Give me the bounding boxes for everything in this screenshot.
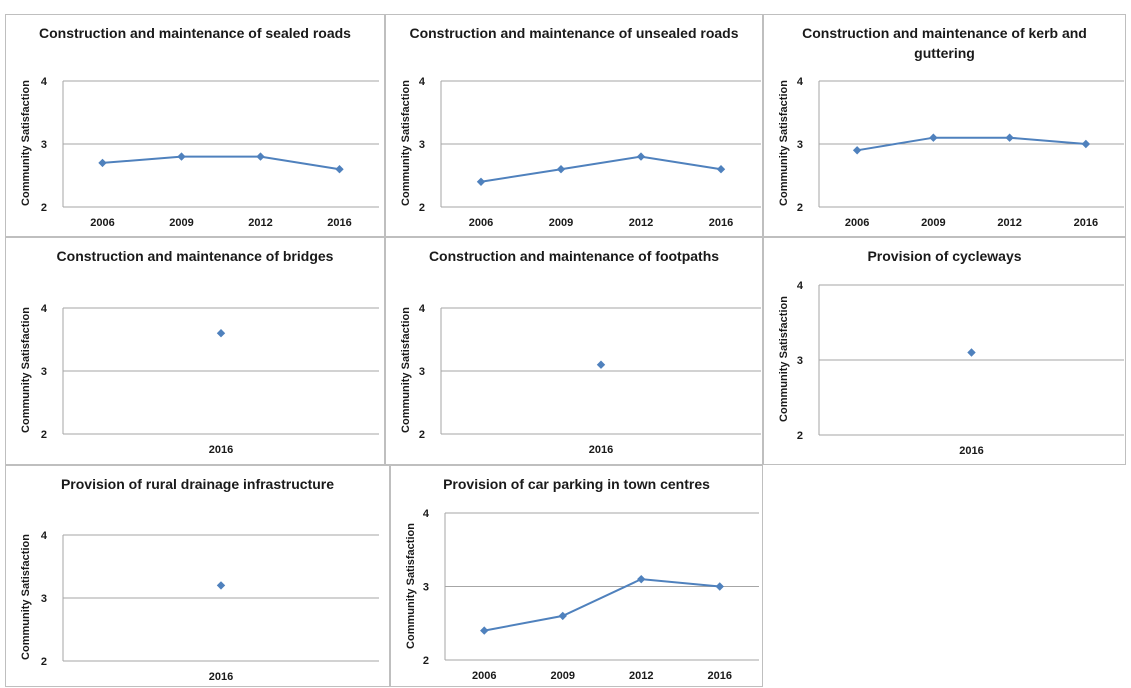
chart-title: Provision of cycleways: [867, 248, 1022, 264]
chart-title: Construction and maintenance of footpath…: [428, 248, 720, 264]
x-tick-label: 2016: [209, 671, 233, 683]
y-tick-label: 4: [419, 303, 426, 315]
data-point: [556, 165, 566, 174]
data-point: [558, 611, 567, 621]
chart-panel: Provision of car parking in town centres…: [390, 465, 763, 687]
data-point: [480, 626, 489, 635]
x-tick-label: 2016: [709, 217, 733, 229]
x-tick-label: 2012: [248, 217, 272, 229]
y-tick-label: 3: [423, 582, 429, 594]
y-tick-label: 2: [797, 202, 803, 214]
y-tick-label: 2: [797, 430, 803, 442]
x-tick-label: 2016: [209, 444, 233, 456]
chart-plot: 2 3 4 2016: [41, 303, 379, 456]
data-point: [1005, 133, 1014, 142]
y-tick-label: 4: [797, 76, 804, 88]
y-tick-label: 3: [41, 366, 47, 378]
y-tick-label: 4: [419, 76, 426, 88]
chart-plot: 2 3 4 2016: [41, 530, 379, 683]
series-line: [856, 136, 1086, 152]
x-tick-label: 2016: [959, 445, 983, 457]
chart-plot: 2 3 4 2006 2009 2012 2016: [419, 76, 761, 229]
y-tick-label: 3: [797, 355, 803, 367]
x-tick-label: 2016: [589, 444, 613, 456]
x-tick-label: 2012: [997, 217, 1021, 229]
y-tick-label: 2: [41, 429, 47, 441]
x-tick-label: 2016: [327, 217, 351, 229]
data-point: [967, 348, 976, 357]
data-point: [476, 177, 486, 186]
chart-panel: Provision of rural drainage infrastructu…: [5, 465, 390, 687]
series-line: [480, 155, 722, 183]
chart-title: Construction and maintenance of bridges: [56, 248, 334, 264]
x-tick-label: 2006: [845, 217, 869, 229]
data-point: [929, 133, 938, 142]
y-tick-label: 2: [41, 202, 47, 214]
data-point: [335, 165, 344, 174]
y-tick-label: 2: [419, 202, 425, 214]
y-tick-label: 3: [419, 366, 425, 378]
data-point: [852, 146, 862, 155]
x-tick-label: 2006: [90, 217, 114, 229]
chart-title: Construction and maintenance of sealed r…: [39, 25, 351, 41]
chart-title: Provision of rural drainage infrastructu…: [60, 476, 335, 492]
chart-panel: Construction and maintenance of sealed r…: [5, 14, 385, 237]
series-line: [484, 578, 720, 632]
x-tick-label: 2012: [629, 670, 653, 682]
series-line: [102, 155, 340, 171]
x-tick-label: 2009: [551, 670, 575, 682]
data-point: [256, 152, 265, 161]
y-tick-label: 3: [797, 139, 803, 151]
x-tick-label: 2016: [1074, 217, 1098, 229]
x-tick-label: 2009: [169, 217, 193, 229]
chart-plot: 2 3 4 2006 2009 2012 2016: [797, 76, 1124, 229]
chart-plot: 2 3 4 2006 2009 2012 2016: [423, 508, 759, 682]
x-tick-label: 2006: [472, 670, 496, 682]
chart-title: Construction and maintenance of kerb and…: [802, 25, 1087, 61]
data-point: [216, 329, 226, 338]
chart-title: Provision of car parking in town centres: [443, 476, 710, 492]
chart-panel: Construction and maintenance of kerb and…: [763, 14, 1126, 237]
chart-plot: 2 3 4 2016: [797, 280, 1124, 457]
y-tick-label: 2: [41, 656, 47, 668]
data-point: [98, 158, 107, 168]
x-tick-label: 2012: [629, 217, 653, 229]
chart-title: Construction and maintenance of unsealed…: [409, 25, 739, 41]
data-point: [216, 581, 226, 590]
chart-panel: Construction and maintenance of unsealed…: [385, 14, 763, 237]
x-tick-label: 2009: [921, 217, 945, 229]
y-tick-label: 4: [797, 280, 804, 292]
x-tick-label: 2006: [469, 217, 493, 229]
data-point: [1081, 139, 1091, 149]
x-tick-label: 2009: [549, 217, 573, 229]
data-point: [716, 165, 726, 174]
chart-panel: Construction and maintenance of bridges C…: [5, 237, 385, 465]
y-tick-label: 3: [41, 139, 47, 151]
chart-plot: 2 3 4 2006 2009 2012 2016: [41, 76, 379, 229]
y-tick-label: 2: [419, 429, 425, 441]
data-point: [596, 360, 606, 369]
y-tick-label: 3: [41, 593, 47, 605]
data-point: [715, 582, 724, 591]
x-tick-label: 2016: [708, 670, 732, 682]
y-tick-label: 3: [419, 139, 425, 151]
chart-plot: 2 3 4 2016: [419, 303, 761, 456]
data-point: [177, 152, 186, 161]
y-tick-label: 4: [41, 303, 48, 315]
chart-panel: Provision of cycleways Community Satisfac…: [763, 237, 1126, 465]
y-tick-label: 4: [41, 530, 48, 542]
chart-panel: Construction and maintenance of footpath…: [385, 237, 763, 465]
y-tick-label: 4: [423, 508, 430, 520]
y-tick-label: 2: [423, 655, 429, 667]
data-point: [636, 152, 646, 161]
data-point: [637, 574, 646, 584]
y-tick-label: 4: [41, 76, 48, 88]
